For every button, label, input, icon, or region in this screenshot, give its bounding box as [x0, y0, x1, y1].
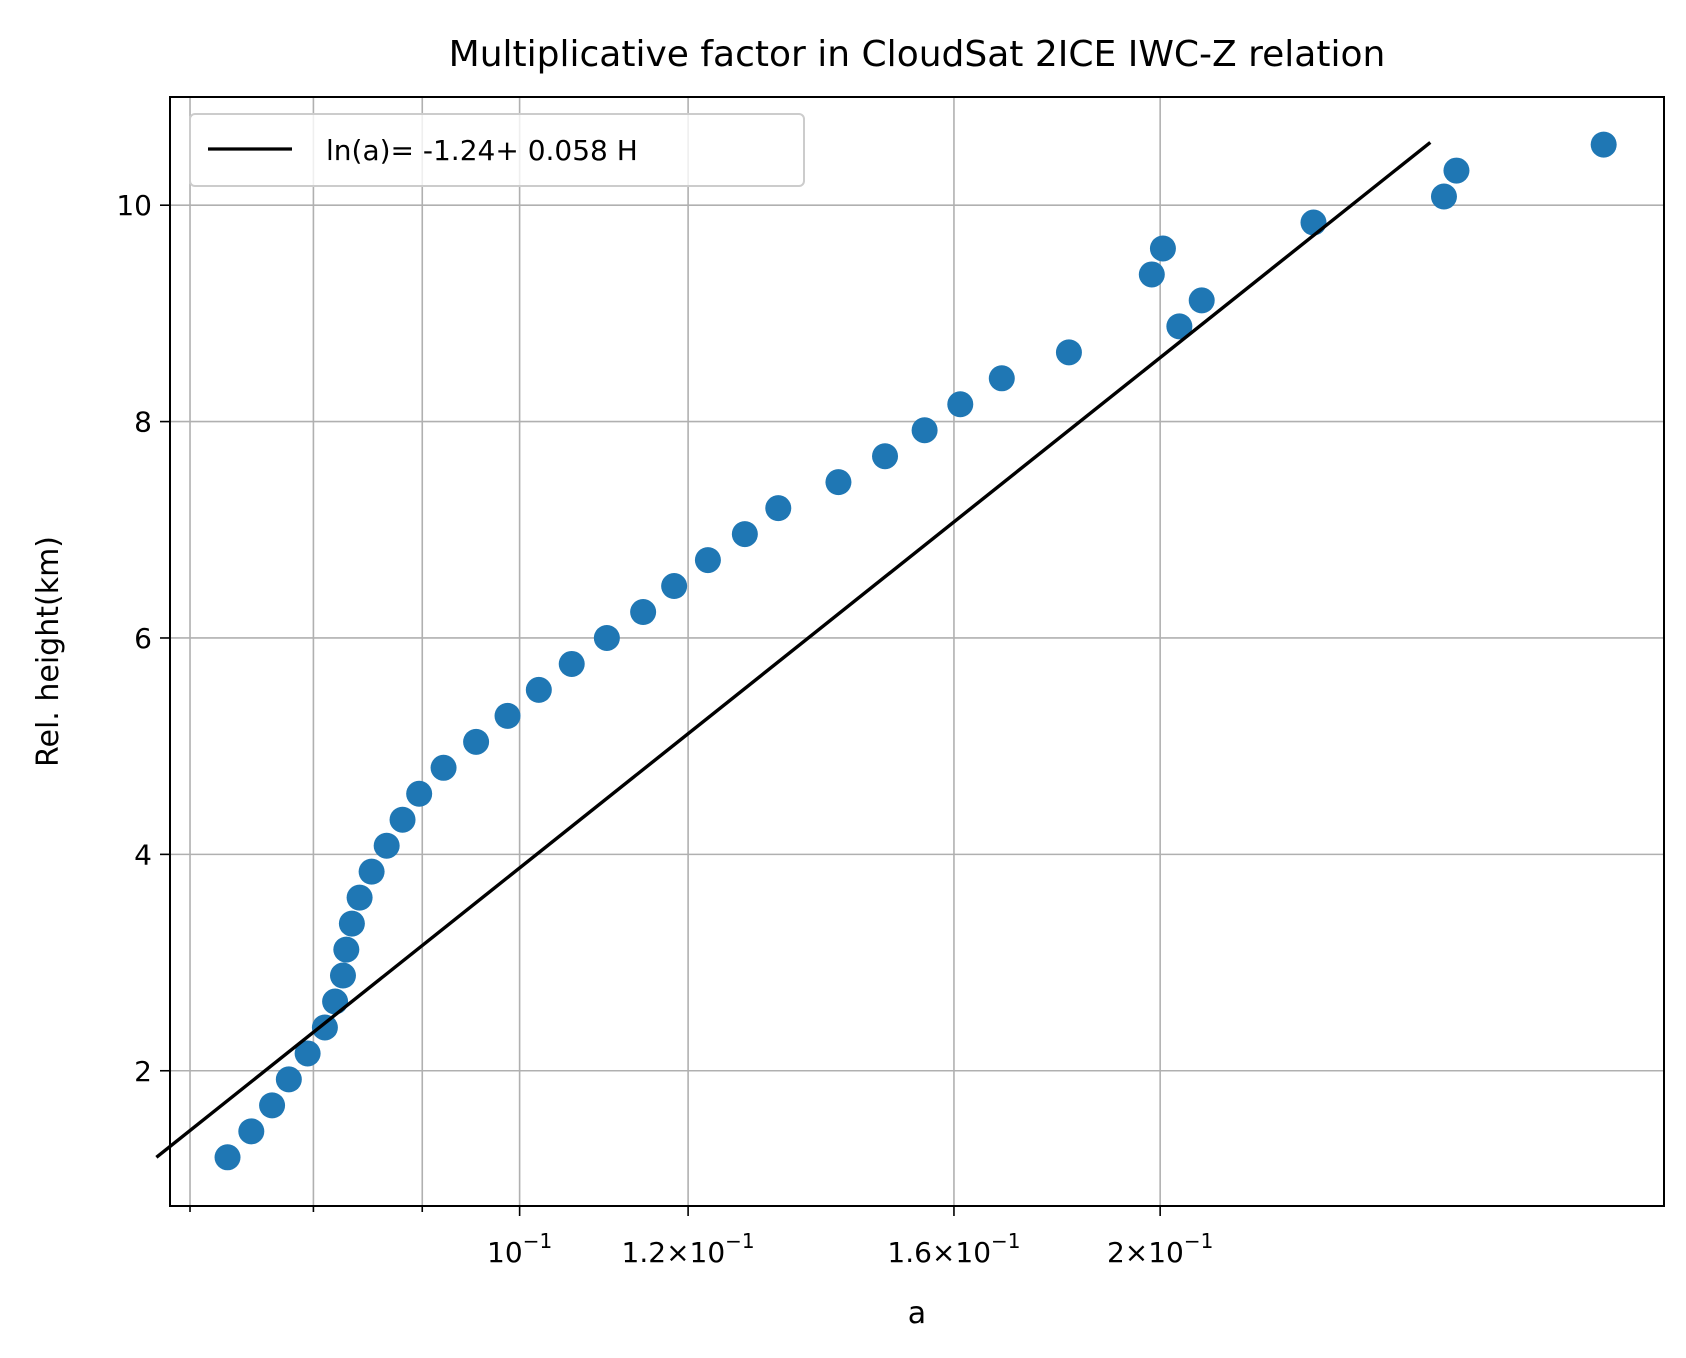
legend-label: ln(a)= -1.24+ 0.058 H	[326, 134, 638, 167]
data-point	[406, 780, 433, 807]
data-point	[558, 650, 585, 677]
data-point	[947, 391, 974, 418]
data-point	[358, 858, 385, 885]
data-point	[872, 443, 899, 470]
data-point	[214, 1144, 241, 1171]
plot-frame	[169, 96, 1665, 1207]
legend-box	[189, 113, 805, 187]
data-point	[911, 417, 938, 444]
data-point	[630, 599, 657, 626]
data-point	[259, 1092, 286, 1119]
data-point	[294, 1040, 321, 1067]
data-point	[346, 884, 373, 911]
data-point	[1430, 183, 1457, 210]
y-tick-label: 10	[116, 189, 152, 222]
data-point	[593, 624, 620, 651]
grid	[170, 97, 1664, 1206]
data-point	[430, 754, 457, 781]
data-point	[275, 1066, 302, 1093]
data-point	[731, 521, 758, 548]
y-tick-label: 2	[134, 1055, 152, 1088]
data-point	[765, 495, 792, 522]
data-point	[525, 676, 552, 703]
data-point	[329, 962, 356, 989]
y-tick-label: 4	[134, 838, 152, 871]
data-point	[338, 910, 365, 937]
legend: ln(a)= -1.24+ 0.058 H	[189, 113, 805, 187]
data-point	[463, 728, 490, 755]
data-point	[1149, 235, 1176, 262]
data-point	[661, 573, 688, 600]
data-point	[1138, 261, 1165, 288]
data-point	[1443, 157, 1470, 184]
data-point	[494, 702, 521, 729]
data-point	[389, 806, 416, 833]
data-point	[694, 547, 721, 574]
y-tick-label: 6	[134, 622, 152, 655]
data-point	[333, 936, 360, 963]
y-tick-label: 8	[134, 406, 152, 439]
data-point	[988, 365, 1015, 392]
data-point	[238, 1118, 265, 1145]
data-point	[1055, 339, 1082, 366]
data-point	[311, 1014, 338, 1041]
data-point	[1188, 287, 1215, 314]
data-point	[1166, 313, 1193, 340]
data-point	[373, 832, 400, 859]
data-point	[1590, 131, 1617, 158]
y-axis-label: Rel. height(km)	[31, 536, 66, 767]
fit-line	[155, 141, 1432, 1159]
data-point	[322, 988, 349, 1015]
chart-title: Multiplicative factor in CloudSat 2ICE I…	[449, 34, 1386, 75]
x-axis-label: a	[908, 1296, 926, 1331]
data-point	[825, 469, 852, 496]
plot-data	[155, 131, 1617, 1171]
data-point	[1300, 209, 1327, 236]
